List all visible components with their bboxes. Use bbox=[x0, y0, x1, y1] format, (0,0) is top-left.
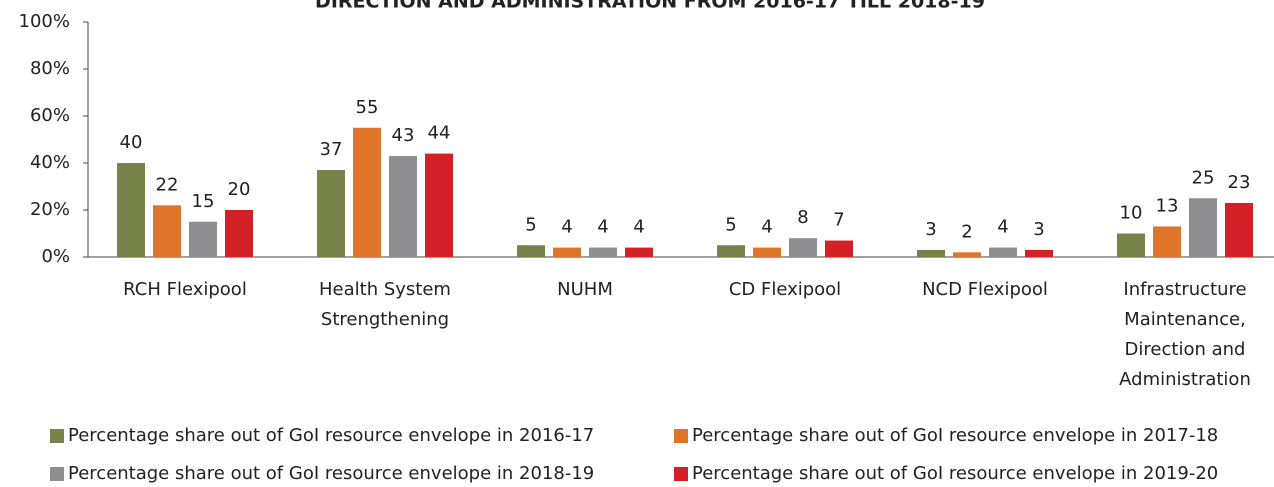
data-label: 4 bbox=[633, 217, 644, 238]
data-label: 3 bbox=[1033, 219, 1044, 240]
data-label: 43 bbox=[392, 125, 415, 146]
x-tick-label: CD Flexipool bbox=[729, 279, 841, 300]
data-label: 55 bbox=[356, 97, 379, 118]
legend-label: Percentage share out of GoI resource env… bbox=[68, 463, 594, 484]
data-label: 4 bbox=[597, 217, 608, 238]
bar bbox=[1117, 233, 1145, 257]
bar bbox=[953, 252, 981, 257]
data-label: 3 bbox=[925, 219, 936, 240]
data-label: 23 bbox=[1228, 172, 1251, 193]
bar bbox=[1025, 249, 1053, 257]
data-label: 37 bbox=[320, 139, 343, 160]
x-tick-label: Direction and bbox=[1125, 339, 1246, 360]
bar bbox=[1225, 202, 1253, 257]
data-label: 8 bbox=[797, 207, 808, 228]
bar bbox=[753, 247, 781, 257]
y-tick-label: 40% bbox=[30, 152, 70, 173]
bar bbox=[353, 127, 381, 257]
bar bbox=[917, 249, 945, 257]
data-label: 7 bbox=[833, 210, 844, 231]
bar bbox=[225, 210, 253, 257]
bar bbox=[989, 247, 1017, 257]
y-tick-label: 20% bbox=[30, 199, 70, 220]
y-tick-label: 100% bbox=[19, 11, 70, 32]
x-tick-label: Administration bbox=[1119, 369, 1251, 390]
bar bbox=[825, 240, 853, 257]
legend-swatch bbox=[674, 429, 688, 443]
data-label: 40 bbox=[120, 132, 143, 153]
y-tick-label: 60% bbox=[30, 105, 70, 126]
x-tick-label: Maintenance, bbox=[1124, 309, 1246, 330]
bar bbox=[717, 245, 745, 257]
data-label: 44 bbox=[428, 123, 451, 144]
bar bbox=[1153, 226, 1181, 257]
x-tick-label: Strengthening bbox=[321, 309, 449, 330]
x-tick-label: Infrastructure bbox=[1123, 279, 1246, 300]
data-label: 22 bbox=[156, 174, 179, 195]
data-label: 13 bbox=[1156, 195, 1179, 216]
legend-label: Percentage share out of GoI resource env… bbox=[692, 463, 1218, 484]
data-label: 25 bbox=[1192, 167, 1215, 188]
x-tick-label: Health System bbox=[319, 279, 451, 300]
data-label: 5 bbox=[525, 214, 536, 235]
x-tick-label: NUHM bbox=[557, 279, 613, 300]
data-label: 5 bbox=[725, 214, 736, 235]
chart-title: DIRECTION AND ADMINISTRATION FROM 2016-1… bbox=[315, 0, 985, 13]
data-label: 4 bbox=[997, 217, 1008, 238]
data-label: 20 bbox=[228, 179, 251, 200]
bar bbox=[153, 205, 181, 257]
bar bbox=[625, 247, 653, 257]
data-label: 2 bbox=[961, 221, 972, 242]
bar bbox=[789, 238, 817, 257]
x-tick-label: NCD Flexipool bbox=[922, 279, 1048, 300]
bar bbox=[1189, 198, 1217, 257]
bar bbox=[589, 247, 617, 257]
legend-label: Percentage share out of GoI resource env… bbox=[692, 425, 1218, 446]
legend-label: Percentage share out of GoI resource env… bbox=[68, 425, 594, 446]
bar bbox=[389, 155, 417, 257]
data-label: 4 bbox=[561, 217, 572, 238]
y-tick-label: 80% bbox=[30, 58, 70, 79]
bar bbox=[553, 247, 581, 257]
bar bbox=[425, 153, 453, 257]
data-label: 4 bbox=[761, 217, 772, 238]
legend-swatch bbox=[50, 467, 64, 481]
y-tick-label: 0% bbox=[41, 246, 70, 267]
bar bbox=[117, 163, 145, 257]
legend-swatch bbox=[50, 429, 64, 443]
legend-swatch bbox=[674, 467, 688, 481]
bar bbox=[189, 221, 217, 257]
data-label: 10 bbox=[1120, 203, 1143, 224]
bar bbox=[317, 170, 345, 257]
bar bbox=[517, 245, 545, 257]
x-tick-label: RCH Flexipool bbox=[123, 279, 247, 300]
data-label: 15 bbox=[192, 191, 215, 212]
